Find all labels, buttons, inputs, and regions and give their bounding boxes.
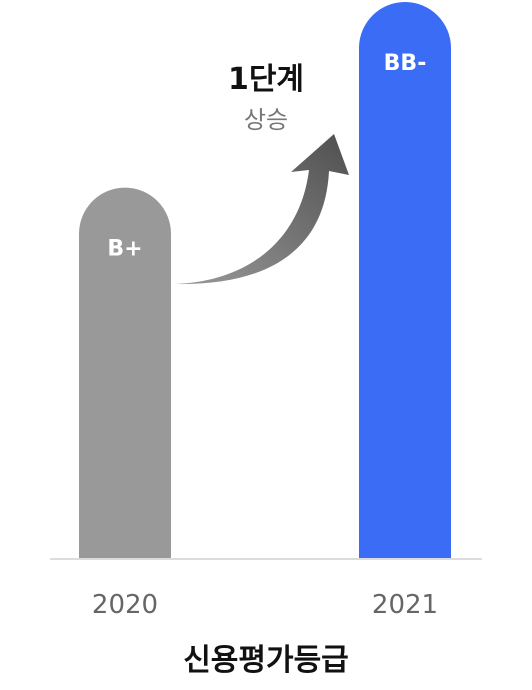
bar-2021 <box>359 2 451 559</box>
data-label-2021: BB- <box>384 51 427 76</box>
data-label-2020: B+ <box>107 237 142 262</box>
annotation-sub: 상승 <box>244 106 288 134</box>
increase-arrow <box>174 134 349 284</box>
annotation-main: 1단계 <box>228 62 304 97</box>
tick-label-2021: 2021 <box>372 590 438 620</box>
chart-title: 신용평가등급 <box>183 643 349 678</box>
tick-label-2020: 2020 <box>92 590 158 620</box>
